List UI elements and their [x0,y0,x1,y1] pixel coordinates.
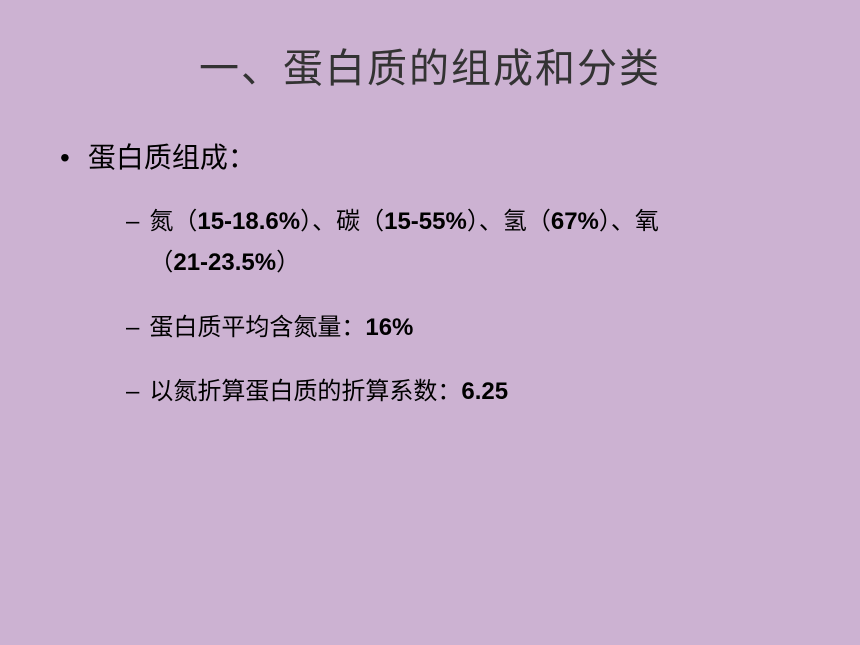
bullet-level1: • 蛋白质组成： [54,136,860,176]
bullet-level2: – 氮（15-18.6%）、碳（15-55%）、氢（67%）、氧（21-23.5… [126,202,860,284]
number-segment: 6.25 [461,378,508,405]
bullet-marker: • [60,142,70,174]
number-segment: 15-18.6% [197,208,300,235]
text-segment: ）、碳（ [300,209,384,235]
dash-marker: – [126,202,139,243]
text-segment: ）、氢（ [467,209,551,235]
text-segment: 蛋白质平均含氮量： [149,315,365,341]
number-segment: 67% [551,208,599,235]
number-segment: 15-55% [384,208,467,235]
bullet-text: 蛋白质组成： [88,136,256,176]
bullet-text: 以氮折算蛋白质的折算系数：6.25 [149,372,508,413]
text-segment: 以氮折算蛋白质的折算系数： [149,379,461,405]
bullet-text: 蛋白质平均含氮量：16% [149,308,413,349]
dash-marker: – [126,308,139,349]
dash-marker: – [126,372,139,413]
bullet-text: 氮（15-18.6%）、碳（15-55%）、氢（67%）、氧（21-23.5%） [149,202,709,284]
bullet-level2: – 以氮折算蛋白质的折算系数：6.25 [126,372,860,413]
number-segment: 16% [365,314,413,341]
slide-title: 一、蛋白质的组成和分类 [0,0,860,94]
text-segment: 氮（ [149,209,197,235]
text-segment: ） [276,250,300,276]
slide-content: • 蛋白质组成： – 氮（15-18.6%）、碳（15-55%）、氢（67%）、… [0,94,860,413]
bullet-level2: – 蛋白质平均含氮量：16% [126,308,860,349]
number-segment: 21-23.5% [173,249,276,276]
